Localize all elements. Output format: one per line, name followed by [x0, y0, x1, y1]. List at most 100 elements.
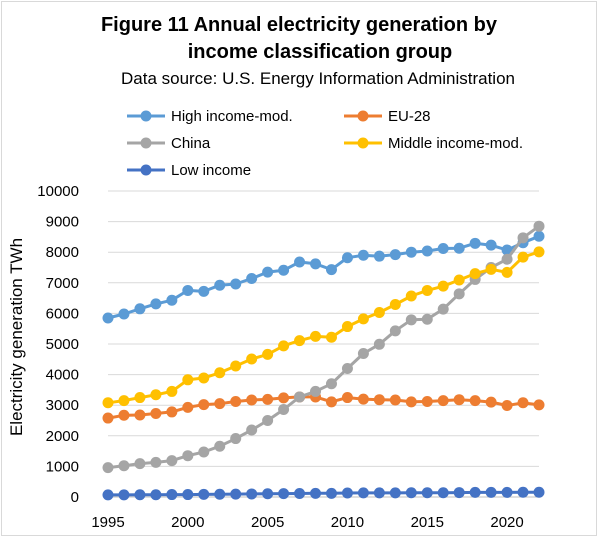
data-point: [198, 285, 210, 297]
chart-subtitle: Data source: U.S. Energy Information Adm…: [121, 69, 515, 88]
data-point: [517, 251, 529, 263]
data-point: [166, 489, 178, 501]
data-point: [262, 488, 274, 500]
data-point: [230, 278, 242, 290]
data-point: [405, 314, 417, 326]
data-point: [118, 409, 130, 421]
data-point: [134, 489, 146, 501]
data-point: [102, 462, 114, 474]
data-point: [389, 394, 401, 406]
data-point: [102, 312, 114, 324]
data-point: [325, 331, 337, 343]
data-point: [469, 237, 481, 249]
y-tick-label: 0: [71, 489, 79, 506]
x-tick-label: 2020: [490, 514, 523, 531]
data-point: [182, 401, 194, 413]
y-tick-label: 1000: [46, 458, 79, 475]
y-tick-label: 9000: [46, 214, 79, 231]
data-point: [357, 393, 369, 405]
x-tick-label: 2000: [171, 514, 204, 531]
data-point: [214, 398, 226, 410]
data-point: [405, 487, 417, 499]
legend-swatch-marker: [140, 110, 152, 122]
y-tick-label: 7000: [46, 275, 79, 292]
data-point: [246, 488, 258, 500]
data-point: [182, 450, 194, 462]
data-point: [182, 374, 194, 386]
data-point: [182, 284, 194, 296]
data-point: [278, 403, 290, 415]
legend-item: Middle income-mod.: [344, 135, 523, 152]
data-point: [405, 290, 417, 302]
legend-swatch-marker: [140, 164, 152, 176]
data-point: [262, 415, 274, 426]
data-point: [517, 397, 529, 409]
data-point: [485, 486, 497, 498]
y-tick-label: 4000: [46, 367, 79, 384]
data-point: [134, 392, 146, 404]
data-point: [134, 409, 146, 421]
data-point: [325, 378, 337, 390]
data-point: [198, 399, 210, 411]
data-point: [373, 306, 385, 318]
data-point: [501, 486, 513, 498]
legend-swatch-marker: [357, 137, 369, 149]
data-point: [517, 486, 529, 498]
data-point: [278, 340, 290, 352]
legend-label: EU-28: [388, 108, 431, 125]
data-point: [437, 243, 449, 255]
data-point: [134, 303, 146, 315]
data-point: [310, 258, 322, 270]
series-line-middle-income-mod: [106, 250, 541, 405]
data-point: [150, 389, 162, 401]
data-point: [437, 280, 449, 292]
x-tick-label: 2010: [331, 514, 364, 531]
data-point: [533, 246, 545, 258]
chart-title-line-1: Figure 11 Annual electricity generation …: [101, 14, 498, 36]
data-point: [501, 244, 513, 256]
data-point: [533, 399, 545, 411]
data-point: [469, 268, 481, 280]
chart-title-line-2: income classification group: [188, 41, 453, 63]
data-point: [421, 245, 433, 257]
data-point: [102, 489, 114, 501]
data-point: [389, 487, 401, 499]
data-point: [453, 288, 465, 300]
data-point: [118, 489, 130, 501]
data-point: [230, 396, 242, 408]
data-point: [389, 299, 401, 311]
data-point: [262, 348, 274, 360]
data-point: [150, 456, 162, 468]
data-point: [214, 440, 226, 452]
x-axis-ticks: 1995 2000 2005 2010 2015 2020: [91, 514, 523, 531]
data-point: [421, 284, 433, 296]
data-point: [453, 394, 465, 406]
data-point: [341, 321, 353, 333]
y-tick-label: 2000: [46, 428, 79, 445]
data-point: [437, 303, 449, 315]
data-point: [517, 232, 529, 244]
data-point: [246, 353, 258, 365]
series-china: [102, 220, 545, 474]
data-point: [198, 372, 210, 384]
series-line-china: [106, 224, 541, 470]
legend-swatch-marker: [357, 110, 369, 122]
series-middle-income-mod: [102, 246, 545, 409]
data-point: [246, 394, 258, 406]
legend-item: China: [127, 135, 211, 152]
y-tick-label: 3000: [46, 397, 79, 414]
data-point: [405, 396, 417, 408]
data-point: [485, 263, 497, 275]
data-point: [118, 460, 130, 472]
data-point: [357, 313, 369, 325]
data-point: [405, 246, 417, 258]
data-point: [341, 487, 353, 499]
data-point: [341, 392, 353, 404]
data-point: [102, 397, 114, 409]
data-point: [118, 308, 130, 320]
legend-item: Low income: [127, 162, 251, 179]
data-point: [214, 488, 226, 500]
legend-label: Low income: [171, 162, 251, 179]
data-point: [262, 393, 274, 405]
data-point: [453, 274, 465, 286]
